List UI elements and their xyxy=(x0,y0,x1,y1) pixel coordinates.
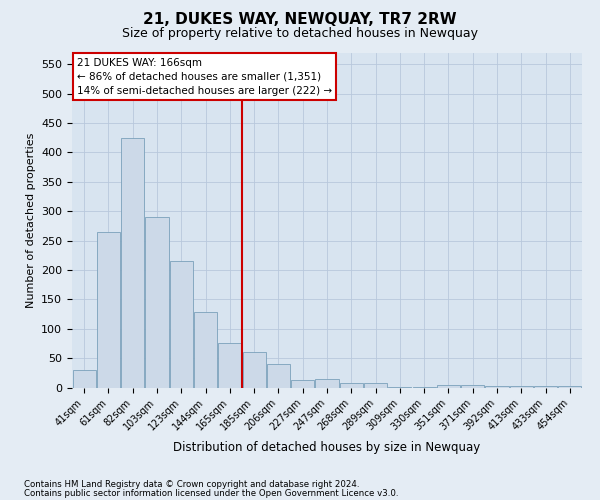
Bar xyxy=(510,386,533,388)
Bar xyxy=(534,386,557,388)
Text: Contains HM Land Registry data © Crown copyright and database right 2024.: Contains HM Land Registry data © Crown c… xyxy=(24,480,359,489)
Text: Size of property relative to detached houses in Newquay: Size of property relative to detached ho… xyxy=(122,28,478,40)
Text: Contains public sector information licensed under the Open Government Licence v3: Contains public sector information licen… xyxy=(24,489,398,498)
Bar xyxy=(145,217,169,388)
Bar xyxy=(316,378,338,388)
Bar xyxy=(388,387,412,388)
Bar xyxy=(485,386,509,388)
Bar xyxy=(170,261,193,388)
Bar xyxy=(364,383,387,388)
Bar xyxy=(291,380,314,388)
Bar xyxy=(437,384,460,388)
Text: 21 DUKES WAY: 166sqm
← 86% of detached houses are smaller (1,351)
14% of semi-de: 21 DUKES WAY: 166sqm ← 86% of detached h… xyxy=(77,58,332,96)
Bar xyxy=(413,387,436,388)
X-axis label: Distribution of detached houses by size in Newquay: Distribution of detached houses by size … xyxy=(173,440,481,454)
Bar xyxy=(340,383,363,388)
Bar xyxy=(73,370,95,388)
Y-axis label: Number of detached properties: Number of detached properties xyxy=(26,132,35,308)
Text: 21, DUKES WAY, NEWQUAY, TR7 2RW: 21, DUKES WAY, NEWQUAY, TR7 2RW xyxy=(143,12,457,28)
Bar xyxy=(121,138,144,388)
Bar xyxy=(559,386,581,388)
Bar xyxy=(267,364,290,388)
Bar xyxy=(461,384,484,388)
Bar xyxy=(194,312,217,388)
Bar xyxy=(218,343,241,388)
Bar xyxy=(97,232,120,388)
Bar xyxy=(242,352,266,388)
